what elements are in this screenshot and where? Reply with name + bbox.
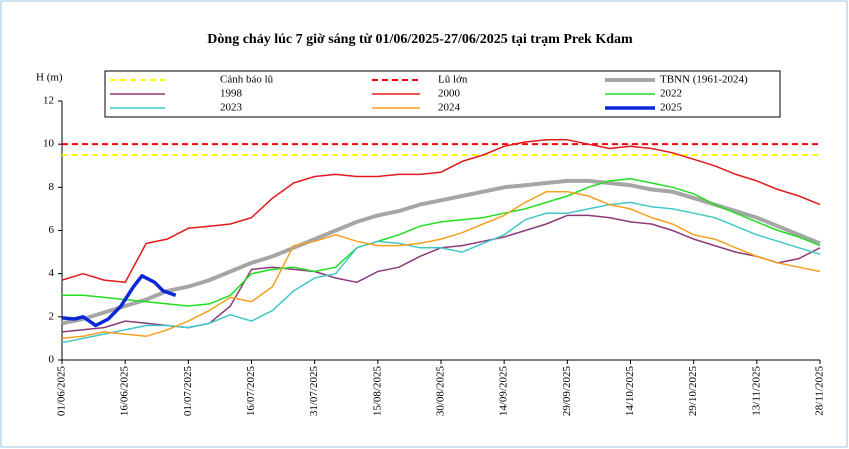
series-line — [61, 201, 821, 344]
x-tick-label: 16/06/2025 — [119, 366, 131, 417]
x-tick-label: 13/11/2025 — [750, 366, 762, 416]
legend-label: 2024 — [438, 102, 461, 114]
legend-label: 2025 — [660, 102, 683, 114]
series-line — [61, 178, 821, 326]
x-tick-label: 01/06/2025 — [56, 366, 68, 417]
y-axis-label: H (m) — [36, 72, 63, 84]
legend-label: 2022 — [660, 88, 682, 100]
x-tick-label: 14/10/2025 — [624, 366, 636, 417]
y-tick-label: 10 — [43, 138, 55, 150]
series-line — [61, 190, 821, 340]
chart-title: Dòng chảy lúc 7 giờ sáng từ 01/06/2025-2… — [207, 32, 633, 47]
y-tick-label: 4 — [49, 267, 55, 279]
x-tick-label: 30/08/2025 — [435, 366, 447, 417]
legend-label: 2000 — [438, 88, 461, 100]
x-tick-label: 01/07/2025 — [182, 366, 194, 417]
x-tick-label: 29/09/2025 — [561, 366, 573, 417]
y-tick-label: 6 — [49, 224, 55, 236]
legend-label: TBNN (1961-2024) — [660, 74, 748, 86]
y-tick-label: 12 — [43, 95, 54, 107]
legend-box — [104, 70, 781, 118]
x-tick-label: 29/10/2025 — [687, 366, 699, 417]
x-tick-label: 15/08/2025 — [371, 366, 383, 417]
y-tick-label: 0 — [49, 354, 55, 366]
series-line — [61, 274, 177, 328]
x-tick-label: 31/07/2025 — [308, 366, 320, 417]
series-line — [61, 139, 821, 284]
x-tick-label: 28/11/2025 — [814, 366, 826, 416]
y-tick-label: 2 — [49, 310, 55, 322]
y-tick-label: 8 — [49, 181, 55, 193]
x-tick-label: 16/07/2025 — [245, 366, 257, 417]
legend-label: 1998 — [220, 88, 243, 100]
legend-label: Cảnh báo lũ — [220, 74, 274, 86]
legend-label: 2023 — [220, 102, 243, 114]
x-tick-label: 14/09/2025 — [498, 366, 510, 417]
legend-label: Lũ lớn — [438, 74, 468, 86]
series-line — [62, 177, 821, 307]
